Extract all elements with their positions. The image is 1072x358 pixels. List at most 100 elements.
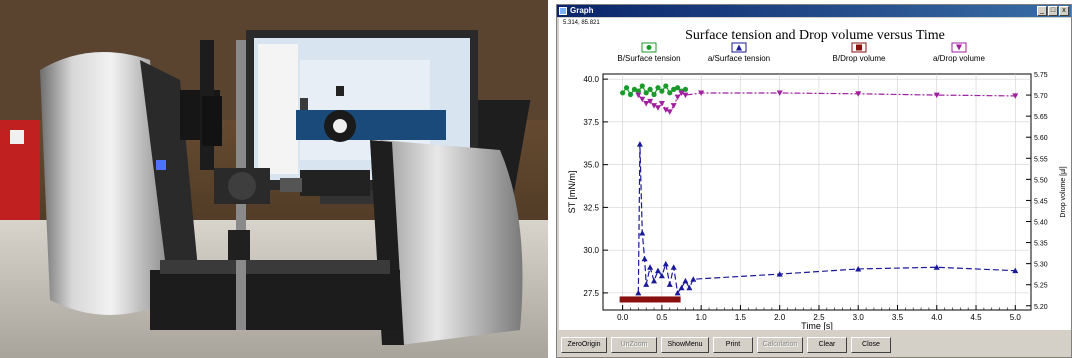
legend-label: B/Drop volume bbox=[833, 54, 886, 63]
data-point bbox=[776, 90, 783, 96]
window-title: Graph bbox=[570, 6, 594, 15]
data-point bbox=[662, 296, 669, 303]
data-point bbox=[635, 296, 642, 303]
data-point bbox=[658, 101, 665, 107]
series-line bbox=[637, 92, 1016, 113]
data-point bbox=[636, 141, 643, 147]
x-tick-label: 0.5 bbox=[656, 313, 668, 322]
data-point bbox=[933, 264, 940, 270]
close-window-button[interactable]: x bbox=[1059, 6, 1069, 16]
data-point bbox=[662, 260, 669, 267]
data-point bbox=[627, 91, 634, 98]
data-point bbox=[643, 296, 650, 303]
x-tick-label: 5.0 bbox=[1010, 313, 1022, 322]
data-point bbox=[635, 289, 642, 296]
data-point bbox=[655, 85, 661, 91]
y-tick-label: 40.0 bbox=[583, 75, 599, 84]
y2-tick-label: 5.55 bbox=[1034, 156, 1048, 163]
data-point bbox=[659, 88, 665, 94]
chart[interactable]: Surface tension and Drop volume versus T… bbox=[559, 18, 1071, 330]
data-point bbox=[631, 86, 638, 92]
data-point bbox=[619, 296, 626, 303]
legend-marker bbox=[736, 44, 742, 51]
y-axis-label: ST [mN/m] bbox=[567, 171, 577, 214]
y2-tick-label: 5.75 bbox=[1034, 72, 1048, 79]
data-point bbox=[667, 90, 673, 96]
data-point bbox=[855, 91, 862, 97]
data-point bbox=[658, 296, 665, 303]
data-point bbox=[654, 105, 661, 111]
print-button[interactable]: Print bbox=[713, 337, 753, 353]
plot-area[interactable]: Surface tension and Drop volume versus T… bbox=[559, 18, 1071, 330]
x-tick-label: 1.0 bbox=[696, 313, 708, 322]
series-line bbox=[637, 144, 1016, 295]
data-point bbox=[674, 94, 681, 101]
data-point bbox=[647, 264, 654, 270]
data-point bbox=[647, 86, 653, 92]
data-point bbox=[658, 272, 665, 279]
data-point bbox=[662, 107, 669, 113]
x-tick-label: 4.5 bbox=[970, 313, 982, 322]
title-bar[interactable]: Graph _ □ x bbox=[557, 5, 1071, 17]
x-tick-label: 3.5 bbox=[892, 313, 904, 322]
chart-title: Surface tension and Drop volume versus T… bbox=[685, 28, 945, 43]
minimize-button[interactable]: _ bbox=[1037, 6, 1047, 16]
data-point bbox=[686, 284, 693, 291]
data-point bbox=[623, 296, 630, 303]
data-point bbox=[933, 92, 940, 99]
y2-tick-label: 5.20 bbox=[1034, 304, 1048, 311]
x-tick-label: 0.0 bbox=[617, 313, 629, 322]
x-tick-label: 1.5 bbox=[735, 313, 747, 322]
data-point bbox=[678, 90, 685, 96]
y-tick-label: 32.5 bbox=[583, 203, 599, 212]
data-point bbox=[671, 86, 677, 92]
legend-label: a/Surface tension bbox=[708, 54, 770, 63]
y-tick-label: 35.0 bbox=[583, 161, 599, 170]
y-tick-label: 27.5 bbox=[583, 289, 599, 298]
data-point bbox=[620, 90, 626, 96]
instrument-photo-drawing bbox=[0, 0, 548, 358]
plot-frame bbox=[602, 73, 1032, 311]
window-icon bbox=[559, 7, 567, 15]
y2-tick-label: 5.65 bbox=[1034, 114, 1048, 121]
legend-marker bbox=[956, 44, 962, 51]
data-point bbox=[643, 281, 650, 287]
instrument-photo bbox=[0, 0, 548, 358]
zero-origin-button[interactable]: ZeroOrigin bbox=[561, 337, 607, 353]
clear-button[interactable]: Clear bbox=[807, 337, 847, 353]
data-point bbox=[651, 277, 658, 284]
graph-window: Graph _ □ x Surface tension and Drop vol… bbox=[556, 4, 1072, 358]
cursor-coordinate-readout: 5.314, 85.821 bbox=[563, 20, 600, 26]
data-point bbox=[639, 96, 646, 103]
unzoom-button[interactable]: UnZoom bbox=[611, 337, 657, 353]
x-tick-label: 2.5 bbox=[813, 313, 825, 322]
data-point bbox=[1012, 267, 1019, 274]
data-point bbox=[639, 296, 646, 303]
close-button[interactable]: Close bbox=[851, 337, 891, 353]
data-point bbox=[776, 271, 783, 277]
data-point bbox=[627, 296, 634, 303]
data-point bbox=[666, 281, 673, 287]
data-point bbox=[639, 230, 646, 236]
x-axis-label: Time [s] bbox=[801, 321, 833, 330]
y-tick-label: 30.0 bbox=[583, 246, 599, 255]
data-point bbox=[1012, 93, 1019, 99]
data-point bbox=[855, 265, 862, 272]
show-menu-button[interactable]: ShowMenu bbox=[661, 337, 709, 353]
maximize-button[interactable]: □ bbox=[1048, 6, 1058, 16]
data-point bbox=[682, 277, 689, 284]
x-tick-label: 3.0 bbox=[853, 313, 865, 322]
y2-tick-label: 5.60 bbox=[1034, 135, 1048, 142]
data-point bbox=[654, 296, 661, 303]
calculation-button[interactable]: Calculation bbox=[757, 337, 803, 353]
legend-label: a/Drop volume bbox=[933, 54, 986, 63]
data-point bbox=[682, 92, 689, 99]
data-point bbox=[631, 296, 638, 303]
x-tick-label: 2.0 bbox=[774, 313, 786, 322]
x-tick-label: 4.0 bbox=[931, 313, 943, 322]
y2-tick-label: 5.50 bbox=[1034, 177, 1048, 184]
data-point bbox=[670, 264, 677, 270]
y2-tick-label: 5.35 bbox=[1034, 241, 1048, 248]
y2-tick-label: 5.70 bbox=[1034, 93, 1048, 100]
data-point bbox=[639, 83, 645, 89]
